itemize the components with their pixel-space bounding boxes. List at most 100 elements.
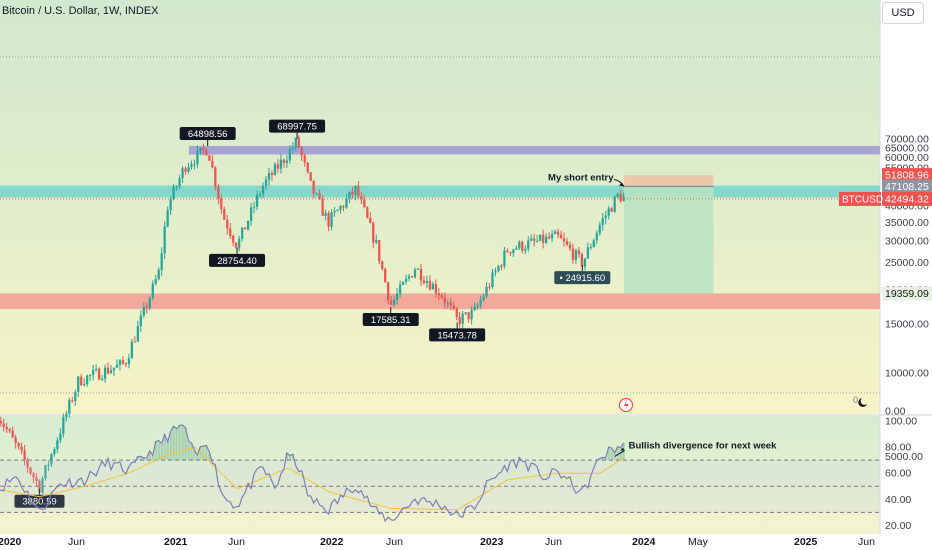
candle-body [106,367,110,374]
candle-body [303,155,306,163]
candle-body [410,276,414,278]
rsi-overbought-segment [205,445,208,461]
candle-body [613,196,616,212]
rsi-overbought-segment [202,446,205,461]
lightning-icon[interactable] [618,397,634,413]
candle-body [407,276,411,279]
candle-body [515,248,518,250]
candle-body [536,240,539,242]
candle-body [378,240,381,262]
candle-body [351,191,354,195]
candle-body [193,164,196,166]
candle-body [220,198,223,210]
currency-button[interactable]: USD [882,2,924,24]
candle-body [130,341,134,359]
axis-badge-current [882,191,932,206]
candle-body [419,268,423,281]
candle-body [369,217,372,223]
candle-body [11,430,14,438]
candle-body [327,212,330,227]
axis-badge-entry [882,179,932,194]
rsi-tick-label: 80.00 [885,442,911,454]
candle-body [86,375,89,385]
time-axis-label: Jun [545,536,562,548]
time-axis-label: Jun [386,536,403,548]
candle-body [172,186,175,200]
candle-body [309,172,312,181]
candle-body [5,426,8,430]
candle-body [542,234,545,243]
candle-body [190,164,193,168]
candle-body [318,193,321,199]
candle-body [294,137,297,148]
divergence-arrowhead [620,447,625,451]
short-target-zone [624,186,714,294]
pivot-label-15473.78: 15473.78 [437,330,477,341]
candle-body [521,241,524,251]
time-axis-label: Jun [68,536,85,548]
candle-body [217,186,220,199]
candle-body [109,370,113,374]
candle-body [71,400,74,402]
candle-body [291,147,294,150]
candle-body [604,215,607,219]
rsi-overbought-segment [604,457,607,461]
candle-body [354,185,357,195]
candle-body [446,302,449,304]
time-axis-label: May [688,536,709,548]
moon-count-label: 0 [853,395,858,405]
pivot-label-box [14,494,65,508]
chart-title: Bitcoin / U.S. Dollar, 1W, INDEX [2,5,159,17]
candle-body [401,282,405,285]
candle-body [321,198,324,216]
candle-body [139,315,142,326]
candle-body [372,222,375,243]
candle-body [539,234,542,241]
candle-body [470,309,473,320]
candle-body [503,250,506,267]
price-tick-label: 65000.00 [885,142,929,154]
candle-body [312,180,315,194]
rsi-overbought-segment [610,448,613,461]
time-axis-label: 2020 [0,536,22,548]
candle-body [333,211,336,213]
rsi-ma-line [0,446,624,511]
candle-body [184,168,187,172]
candle-body [80,376,83,386]
candle-body [246,221,250,230]
candle-body [300,147,303,156]
candle-body [273,164,277,176]
candle-body [94,368,98,371]
candle-body [491,272,494,287]
candle-body [565,241,569,245]
candle-body [238,238,241,249]
candle-body [559,234,563,239]
candle-body [568,244,572,249]
candle-body [336,209,339,212]
candle-body [133,341,137,343]
rsi-tick-label: 40.00 [885,494,911,506]
pivot-label-box [429,328,486,342]
candle-body [115,364,119,368]
rsi-tick-label: 60.00 [885,468,911,480]
candle-body [241,227,244,239]
candle-body [35,477,38,481]
axis-badge-label-target: 19359.09 [885,288,929,300]
candle-body [616,193,619,197]
candle-body [47,464,50,466]
candle-body [160,253,163,270]
candle-body [118,360,122,365]
candle-body [214,167,217,187]
moon-icon[interactable] [858,398,867,407]
rsi-tick-label: 100.00 [885,416,917,428]
candle-body [404,278,408,283]
candle-body [258,193,262,195]
candle-body [261,185,265,194]
candle-body [494,271,497,273]
candle-body [524,248,527,251]
candle-body [267,173,271,180]
axis-badge-target [882,286,932,301]
candle-body [622,196,625,202]
candle-body [270,173,274,176]
